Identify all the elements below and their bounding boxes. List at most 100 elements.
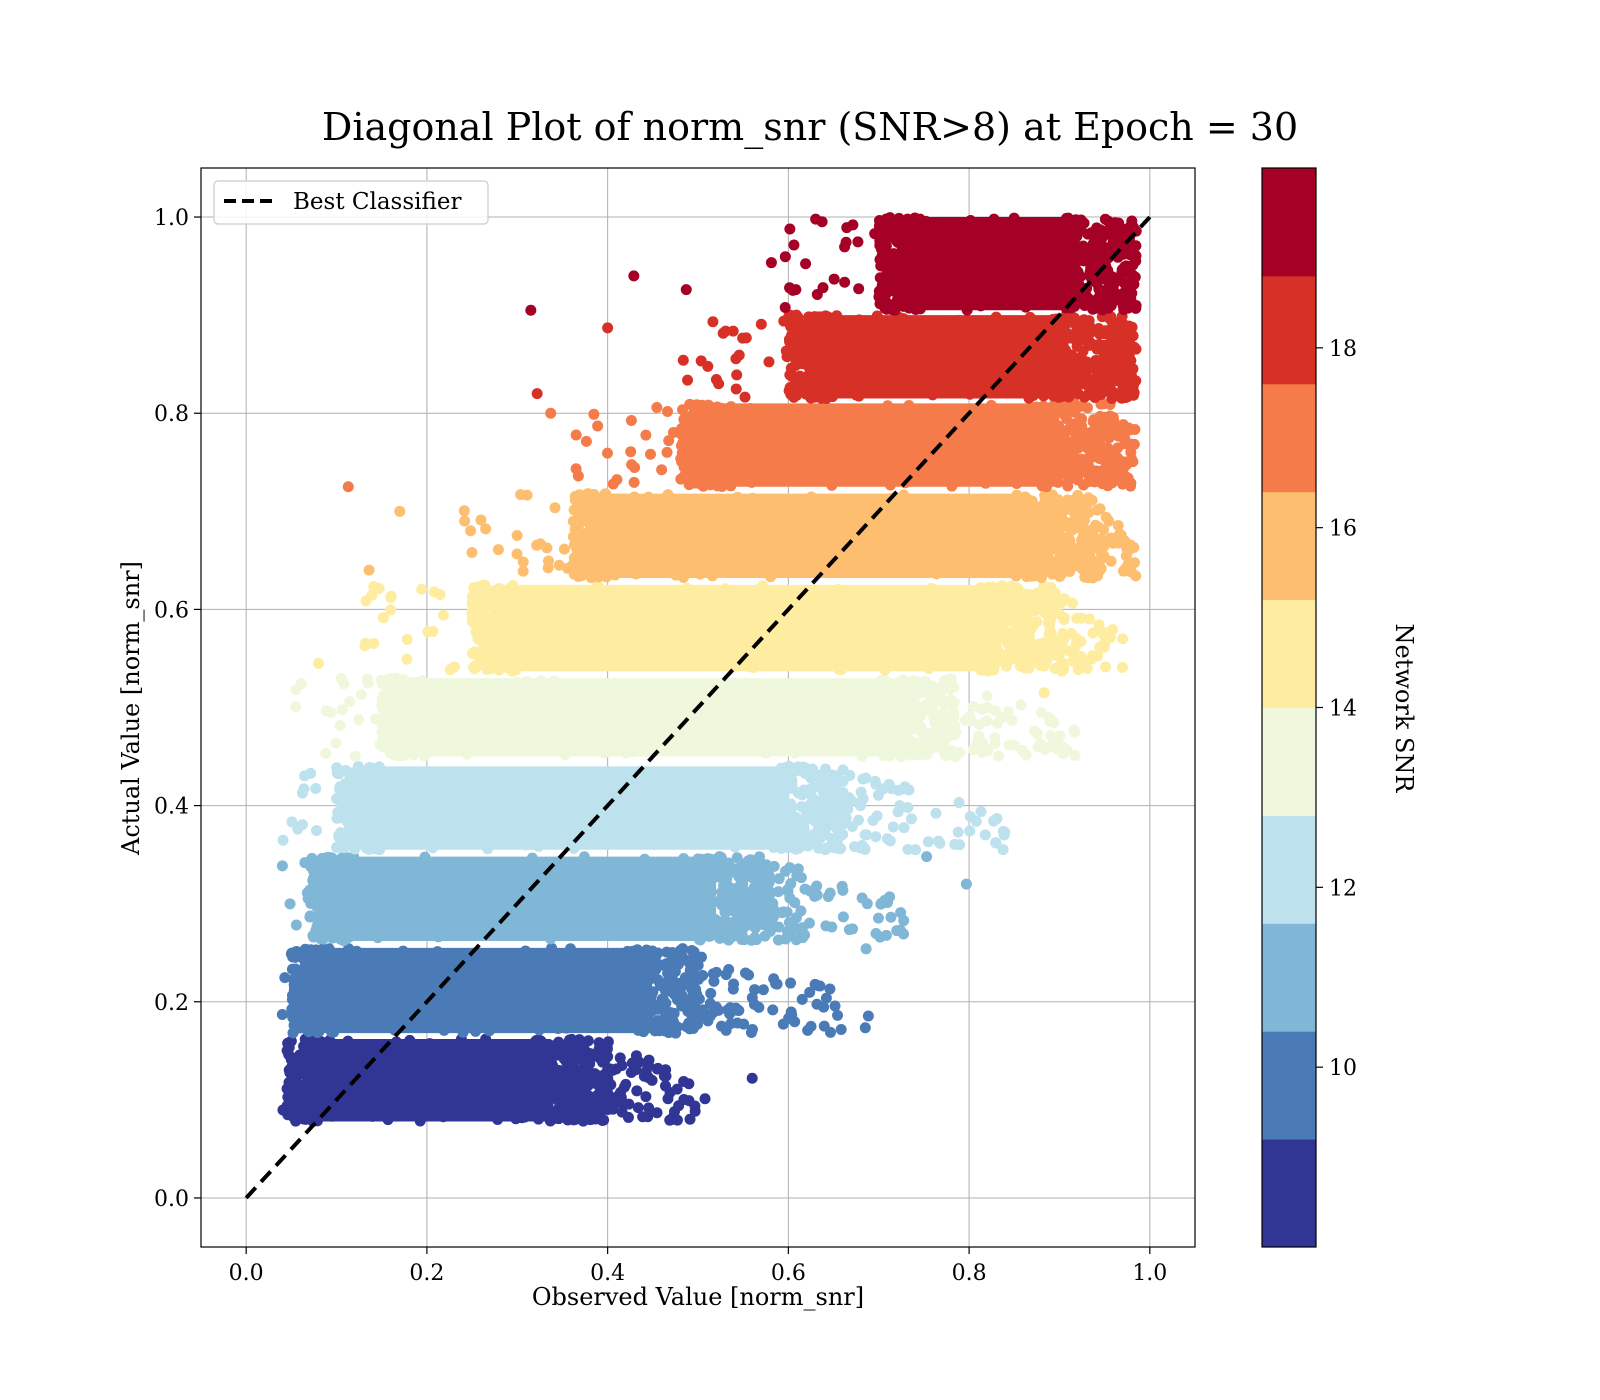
scatter-point [392,1063,404,1075]
scatter-point [1029,522,1041,534]
scatter-point [395,898,407,910]
scatter-point [805,491,817,503]
snr-band-5 [359,579,1129,677]
scatter-point [547,989,559,1001]
scatter-point [739,809,751,821]
scatter-point [688,610,700,622]
scatter-point [697,1004,709,1016]
scatter-point [677,404,689,416]
scatter-point [623,702,635,714]
scatter-point [1046,444,1058,456]
scatter-point [473,625,485,637]
scatter-point [325,1008,337,1020]
scatter-point [530,648,542,660]
scatter-point [367,1110,379,1122]
scatter-point [362,677,374,689]
scatter-point [656,776,668,788]
scatter-point [625,1001,637,1013]
scatter-point [1054,730,1066,742]
scatter-point [1014,467,1026,479]
scatter-point [392,746,404,758]
scatter-point [952,826,964,838]
scatter-point [531,1045,543,1057]
scatter-point [406,987,418,999]
scatter-point [399,785,411,797]
scatter-point [990,837,1002,849]
scatter-point [623,594,635,606]
scatter-point [815,770,827,782]
scatter-point [785,463,797,475]
scatter-point [456,698,468,710]
scatter-point [595,879,607,891]
scatter-point [1120,458,1132,470]
scatter-point [855,842,867,854]
scatter-point [763,876,775,888]
scatter-point [333,768,345,780]
scatter-point [939,563,951,575]
scatter-point [441,953,453,965]
scatter-point [620,957,632,969]
scatter-point [820,992,832,1004]
scatter-point [691,461,703,473]
scatter-point [862,1010,874,1022]
scatter-point [296,1060,308,1072]
scatter-point [461,748,473,760]
scatter-point [1077,479,1089,491]
scatter-point [319,897,331,909]
scatter-point [982,584,994,596]
scatter-point [988,605,1000,617]
scatter-point [1020,658,1032,670]
scatter-point [403,1060,415,1072]
scatter-point [370,813,382,825]
scatter-point [556,787,568,799]
scatter-point [921,553,933,565]
scatter-point [998,829,1010,841]
scatter-point [664,1006,676,1018]
scatter-point [305,944,317,956]
scatter-point [318,965,330,977]
scatter-point [514,965,526,977]
scatter-point [975,806,987,818]
scatter-point [653,838,665,850]
scatter-point [915,709,927,721]
scatter-point [815,704,827,716]
scatter-point [365,899,377,911]
scatter-point [1066,443,1078,455]
scatter-point [333,831,345,843]
scatter-point [1011,477,1023,489]
scatter-point [437,609,449,621]
scatter-point [979,829,991,841]
scatter-point [387,948,399,960]
scatter-point [785,977,797,989]
scatter-point [577,1051,589,1063]
scatter-point [792,505,804,517]
scatter-point [382,682,394,694]
scatter-point [700,553,712,565]
scatter-point [419,772,431,784]
scatter-point [507,661,519,673]
scatter-point [707,450,719,462]
scatter-point [544,933,556,945]
scatter-point [888,410,900,422]
scatter-point [810,503,822,515]
scatter-point [401,633,413,645]
scatter-point [643,1060,655,1072]
scatter-point [625,1067,637,1079]
scatter-point [1055,659,1067,671]
snr-band-6 [458,488,1142,584]
scatter-point [611,737,623,749]
scatter-point [1094,438,1106,450]
scatter-point [555,836,567,848]
scatter-point [973,719,985,731]
scatter-point [288,1107,300,1119]
scatter-point [720,593,732,605]
scatter-point [588,408,600,420]
scatter-point [793,606,805,618]
scatter-point [754,856,766,868]
scatter-point [580,435,592,447]
scatter-point [992,750,1004,762]
scatter-point [693,910,705,922]
scatter-point [291,948,303,960]
scatter-point [837,884,849,896]
scatter-point [389,691,401,703]
